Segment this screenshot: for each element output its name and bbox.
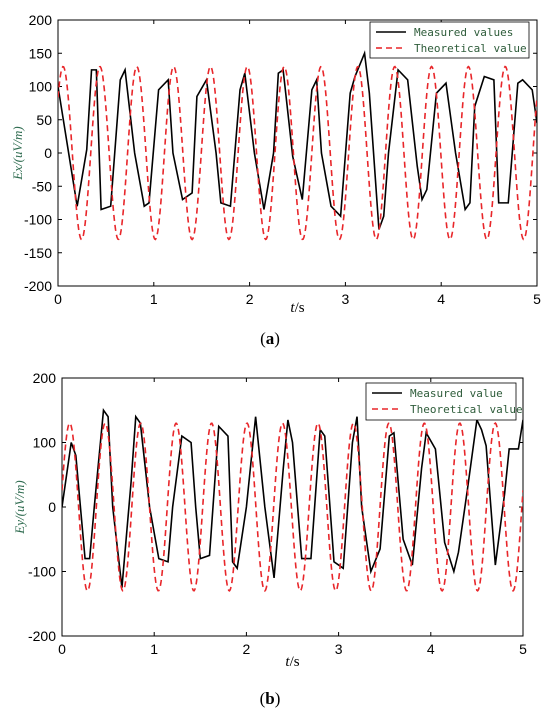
y-tick-label: 200: [33, 370, 57, 386]
x-tick-label: 5: [519, 641, 527, 657]
legend: Measured values Theoretical value: [369, 21, 530, 59]
y-tick-label: 150: [29, 45, 53, 61]
x-tick-label: 3: [335, 641, 343, 657]
legend-label: Measured values: [414, 26, 513, 39]
legend: Measured value Theoretical value: [365, 382, 523, 421]
panel-caption: (b): [260, 689, 281, 708]
series-line-theoretical: [58, 65, 537, 241]
y-axis-label: Ex/(uV/m): [10, 126, 25, 180]
legend-box: [369, 21, 530, 59]
legend-label: Theoretical value: [414, 42, 527, 55]
x-tick-label: 1: [150, 641, 158, 657]
panel-caption: (a): [260, 329, 280, 348]
x-axis-label: t/s: [290, 300, 304, 316]
y-tick-label: -50: [32, 178, 52, 194]
series-line-measured: [58, 50, 537, 230]
y-tick-label: -200: [28, 628, 56, 644]
x-axis-label: t/s: [285, 654, 299, 670]
legend-label: Measured value: [410, 387, 503, 400]
x-tick-label: 3: [342, 291, 350, 307]
y-tick-label: -150: [24, 245, 52, 261]
legend-box: [365, 382, 517, 421]
y-tick-label: -100: [28, 564, 56, 580]
y-tick-label: 0: [44, 145, 52, 161]
x-tick-label: 1: [150, 291, 158, 307]
y-tick-label: 0: [48, 499, 56, 515]
plot-area: [57, 19, 538, 287]
x-tick-label: 5: [533, 291, 541, 307]
x-tick-label: 4: [437, 291, 445, 307]
series-line-theoretical: [62, 422, 523, 592]
y-tick-label: 100: [33, 435, 57, 451]
x-tick-label: 4: [427, 641, 435, 657]
legend-label: Theoretical value: [410, 403, 523, 416]
y-tick-label: -200: [24, 278, 52, 294]
series-line-measured: [62, 408, 523, 588]
y-axis-label: Ey/(uV/m): [12, 480, 27, 534]
x-tick-label: 2: [243, 641, 251, 657]
y-tick-label: -100: [24, 212, 52, 228]
y-tick-label: 50: [36, 112, 52, 128]
x-tick-label: 0: [58, 641, 66, 657]
y-tick-label: 100: [29, 79, 53, 95]
x-tick-label: 2: [246, 291, 254, 307]
y-tick-label: 200: [29, 12, 53, 28]
x-tick-label: 0: [54, 291, 62, 307]
